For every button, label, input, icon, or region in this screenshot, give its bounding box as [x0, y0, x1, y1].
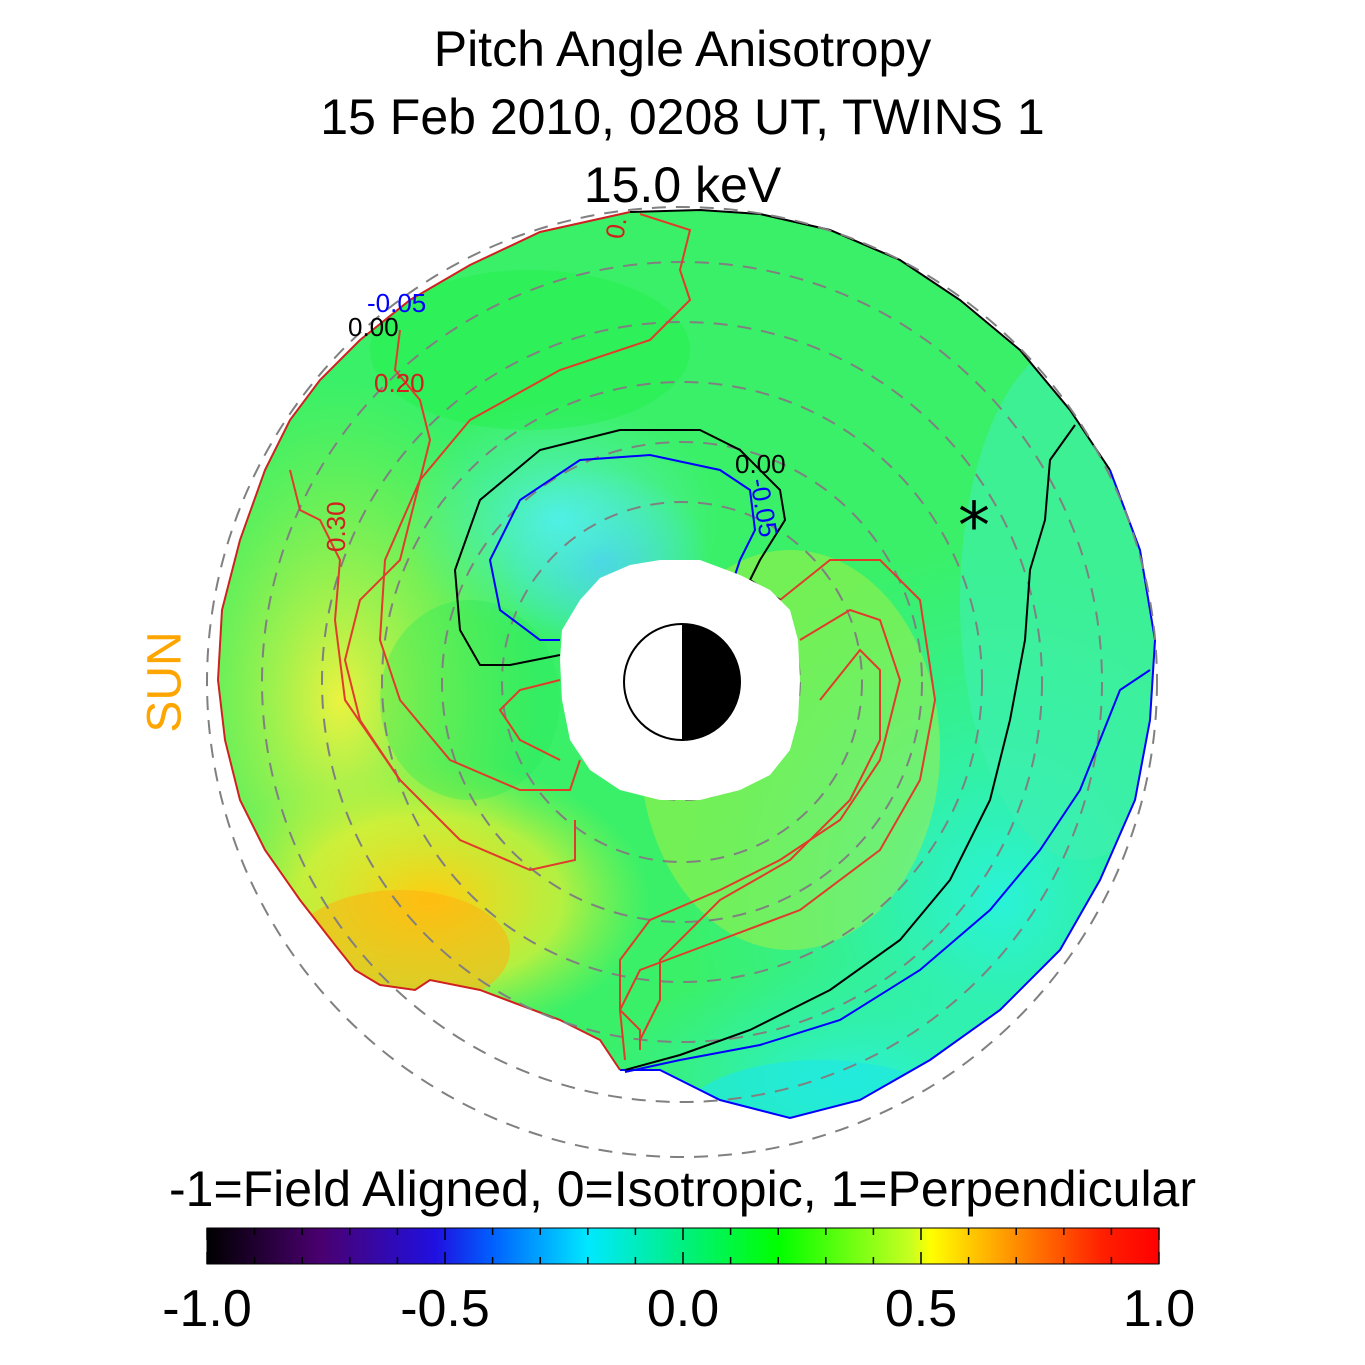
chart-subtitle-energy: 15.0 keV — [583, 157, 782, 213]
contour-0.30 — [289, 469, 401, 781]
map-edge-right — [620, 469, 1157, 1120]
contour-label-0.20: 0.20 — [374, 368, 425, 398]
negative-contour — [488, 453, 1151, 1073]
contour-0.20 — [343, 329, 576, 872]
contour-0.00-inner — [453, 429, 787, 666]
colorbar-tick-label: -0.5 — [400, 1280, 490, 1338]
chart-title: Pitch Angle Anisotropy — [433, 21, 932, 77]
contour-label-0.10: 0. — [599, 214, 632, 241]
range-ring — [501, 501, 863, 863]
contour-label-minus-0.05: -0.05 — [367, 288, 426, 318]
contour-inner — [498, 679, 561, 761]
positive-contours — [289, 213, 937, 1061]
range-ring — [441, 441, 923, 923]
spacecraft-marker: * — [958, 490, 990, 564]
contour-minus-0.05-inner — [488, 453, 757, 641]
contour-label-0.00-right: 0.00 — [735, 449, 786, 479]
contour-label-0.00-left: 0.00 — [348, 312, 399, 342]
colorbar-caption: -1=Field Aligned, 0=Isotropic, 1=Perpend… — [168, 1161, 1197, 1217]
range-ring — [206, 206, 1158, 1158]
zero-contour — [453, 424, 1076, 1071]
colorbar-tick-label: 0.0 — [647, 1280, 719, 1338]
colorbar-tick-label: -1.0 — [162, 1280, 252, 1338]
map-edge-top — [629, 208, 1111, 471]
map-edge-left — [216, 211, 631, 1071]
contour-inner-dusk — [639, 648, 881, 1041]
colorbar-ticks: -1.0 -0.5 0.0 0.5 1.0 — [162, 1228, 1195, 1338]
contour-0.00-dusk — [624, 424, 1076, 1071]
contour-mid-dusk — [619, 608, 902, 1050]
earth-icon — [623, 623, 741, 741]
contour-label-0.30: 0.30 — [321, 501, 351, 552]
range-ring — [321, 321, 1043, 1043]
contour-outer-dusk — [618, 559, 937, 1061]
range-ring — [381, 381, 983, 983]
contour-minus-0.05-dusk — [624, 669, 1151, 1073]
colorbar-tick-label: 1.0 — [1123, 1280, 1195, 1338]
chart-subtitle-date: 15 Feb 2010, 0208 UT, TWINS 1 — [320, 89, 1045, 145]
colorbar-tick-label: 0.5 — [885, 1280, 957, 1338]
